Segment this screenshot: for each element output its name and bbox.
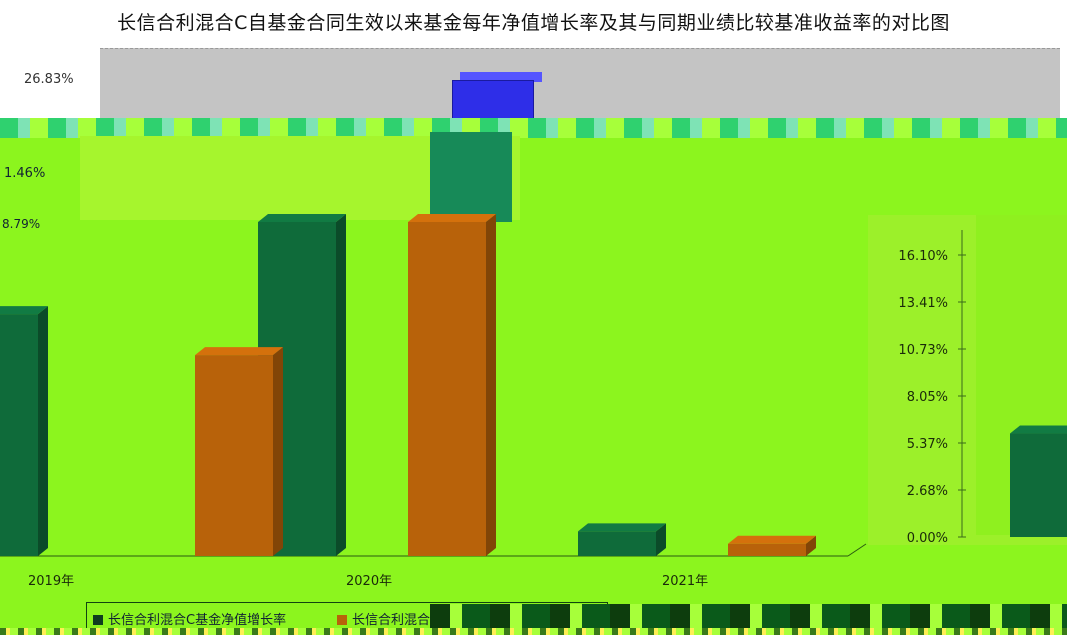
bar-top-0-0 bbox=[0, 306, 48, 315]
ghost-plot-area bbox=[100, 48, 1060, 119]
chart-title: 长信合利混合C自基金合同生效以来基金每年净值增长率及其与同期业绩比较基准收益率的… bbox=[117, 12, 950, 34]
ghost-bar bbox=[452, 80, 534, 122]
x-tick-label-0: 2019年 bbox=[28, 574, 74, 589]
x-tick-label-2: 2021年 bbox=[662, 574, 708, 589]
left-axis-label-mid: 1.46% bbox=[4, 166, 46, 181]
right-panel-bar-top bbox=[1010, 425, 1067, 434]
legend-item-fund: 长信合利混合C基金净值增长率 bbox=[93, 609, 286, 628]
x-tick-label-1: 2020年 bbox=[346, 574, 392, 589]
right-axis-label-1: 2.68% bbox=[907, 484, 948, 499]
bar-top-1-1 bbox=[408, 214, 496, 222]
right-axis-label-5: 13.41% bbox=[898, 296, 948, 311]
bar-0-2 bbox=[578, 531, 656, 556]
glitch-floor-strip bbox=[0, 628, 1067, 635]
bar-side-1-2 bbox=[806, 535, 816, 556]
legend-swatch-fund bbox=[93, 615, 103, 625]
bar-side-0-1 bbox=[336, 214, 346, 556]
ghost-axis-label-top: 26.83% bbox=[24, 72, 74, 87]
bar-1-0 bbox=[195, 355, 273, 556]
right-axis-label-0: 0.00% bbox=[907, 531, 948, 546]
right-axis-label-6: 16.10% bbox=[898, 249, 948, 264]
bar-1-2 bbox=[728, 543, 806, 556]
bar-top-0-2 bbox=[578, 523, 666, 532]
right-axis-label-2: 5.37% bbox=[907, 437, 948, 452]
bar-side-1-1 bbox=[486, 214, 496, 556]
bar-top-1-0 bbox=[195, 347, 283, 356]
x-axis-depth-line bbox=[847, 543, 867, 557]
left-axis-label-low: 8.79% bbox=[2, 217, 41, 231]
bar-side-0-2 bbox=[656, 523, 666, 556]
bar-top-0-1 bbox=[258, 214, 346, 222]
right-axis-label-4: 10.73% bbox=[898, 343, 948, 358]
legend-label-fund: 长信合利混合C基金净值增长率 bbox=[108, 613, 287, 628]
right-axis-label-3: 8.05% bbox=[907, 390, 948, 405]
overlay-bar bbox=[430, 132, 512, 222]
glitch-legend-strip bbox=[430, 604, 1067, 630]
bar-1-1 bbox=[408, 222, 486, 556]
bar-0-0 bbox=[0, 314, 38, 556]
ghost-bar-cap bbox=[460, 72, 542, 82]
glitch-strip bbox=[0, 118, 1067, 138]
bar-top-1-2 bbox=[728, 535, 816, 544]
legend-swatch-benchmark bbox=[337, 615, 347, 625]
right-panel-bar bbox=[1010, 433, 1067, 537]
bar-side-0-0 bbox=[38, 306, 48, 556]
bar-side-1-0 bbox=[273, 347, 283, 556]
